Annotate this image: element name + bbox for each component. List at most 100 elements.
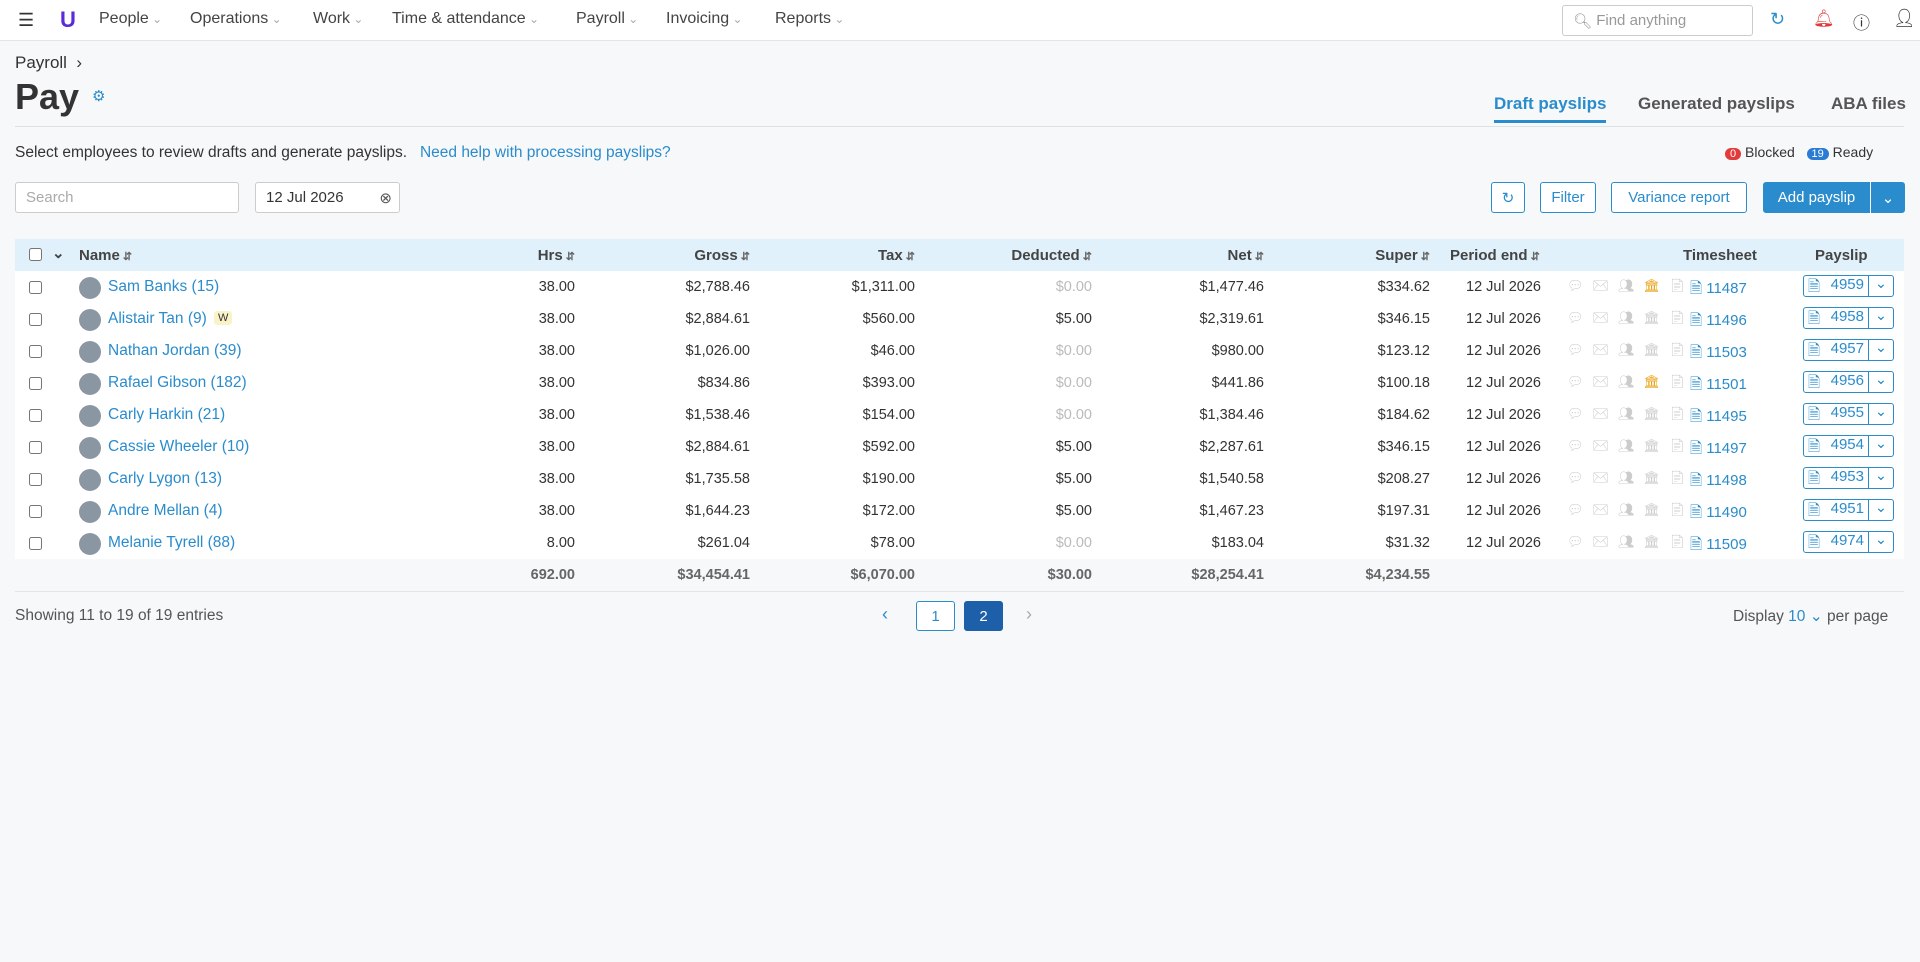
cell-hrs: 8.00 <box>546 535 575 551</box>
row-checkbox[interactable] <box>29 473 42 486</box>
variance-button[interactable]: Variance report <box>1611 182 1747 213</box>
row-checkbox[interactable] <box>29 281 42 294</box>
tab[interactable]: ABA files <box>1831 94 1906 113</box>
page-button[interactable]: 1 <box>916 601 955 631</box>
display-value[interactable]: 10 <box>1788 608 1806 625</box>
global-search[interactable]: 🔍︎ Find anything <box>1562 5 1753 36</box>
payslip-button[interactable]: 🗎︎ 4955 <box>1803 403 1869 425</box>
avatar <box>79 437 101 459</box>
nav-item[interactable]: Time & attendance ⌄ <box>392 10 540 27</box>
bell-icon[interactable]: 🔔︎ <box>1813 9 1835 28</box>
cell-period-end: 12 Jul 2026 <box>1466 375 1541 391</box>
row-checkbox[interactable] <box>29 345 42 358</box>
column-header[interactable]: Super ⇵ <box>1375 247 1430 264</box>
payslip-dropdown[interactable]: ⌄ <box>1868 467 1894 489</box>
sync-icon[interactable]: ↻ <box>1770 9 1786 29</box>
status-icons: 💬︎✉︎👥︎🏛︎📄︎ <box>1567 438 1695 453</box>
column-header[interactable]: Net ⇵ <box>1227 247 1264 264</box>
column-header[interactable]: Hrs ⇵ <box>537 247 575 264</box>
search-input[interactable]: Search <box>15 182 239 213</box>
row-checkbox[interactable] <box>29 377 42 390</box>
page-button[interactable]: 2 <box>964 601 1003 631</box>
timesheet-link[interactable]: 🗎︎ 11509 <box>1690 536 1747 553</box>
employee-name[interactable]: Sam Banks (15) <box>108 278 220 295</box>
nav-item[interactable]: Reports ⌄ <box>775 10 845 27</box>
settings-icon[interactable]: ⚙ <box>92 88 106 105</box>
table-row: Carly Harkin (21) 38.00 $1,538.46 $154.00 $0… <box>15 399 1904 432</box>
nav-item[interactable]: Operations ⌄ <box>190 10 282 27</box>
user-icon[interactable]: 👤︎ <box>1893 8 1916 28</box>
breadcrumb[interactable]: Payroll › <box>15 53 83 72</box>
timesheet-link[interactable]: 🗎︎ 11501 <box>1690 376 1747 393</box>
payslip-button[interactable]: 🗎︎ 4954 <box>1803 435 1869 457</box>
row-checkbox[interactable] <box>29 537 42 550</box>
timesheet-link[interactable]: 🗎︎ 11503 <box>1690 344 1747 361</box>
column-header[interactable]: Timesheet <box>1683 247 1757 264</box>
timesheet-link[interactable]: 🗎︎ 11487 <box>1690 280 1747 297</box>
payslip-button[interactable]: 🗎︎ 4974 <box>1803 531 1869 553</box>
timesheet-link[interactable]: 🗎︎ 11498 <box>1690 472 1747 489</box>
payslip-dropdown[interactable]: ⌄ <box>1868 307 1894 329</box>
employee-name[interactable]: Carly Harkin (21) <box>108 406 226 423</box>
employee-name[interactable]: Rafael Gibson (182) <box>108 374 247 391</box>
cell-tax: $560.00 <box>862 311 915 327</box>
payslip-dropdown[interactable]: ⌄ <box>1868 403 1894 425</box>
filter-button[interactable]: Filter <box>1540 182 1596 213</box>
payslip-button[interactable]: 🗎︎ 4959 <box>1803 275 1869 297</box>
row-checkbox[interactable] <box>29 313 42 326</box>
next-page[interactable]: › <box>1026 604 1032 624</box>
employee-name[interactable]: Melanie Tyrell (88) <box>108 534 236 551</box>
nav-item[interactable]: Invoicing ⌄ <box>666 10 743 27</box>
column-header[interactable]: Deducted ⇵ <box>1011 247 1092 264</box>
employee-name[interactable]: Carly Lygon (13) <box>108 470 223 487</box>
date-input[interactable]: 12 Jul 2026 ⊗ <box>255 182 400 213</box>
employee-name[interactable]: Andre Mellan (4) <box>108 502 223 519</box>
timesheet-link[interactable]: 🗎︎ 11496 <box>1690 312 1747 329</box>
nav-item[interactable]: Payroll ⌄ <box>576 10 639 27</box>
tab[interactable]: Draft payslips <box>1494 94 1607 123</box>
cell-hrs: 38.00 <box>538 375 575 391</box>
column-header[interactable]: Tax ⇵ <box>877 247 915 264</box>
select-all[interactable] <box>29 248 42 261</box>
payslip-button[interactable]: 🗎︎ 4951 <box>1803 499 1869 521</box>
employee-name[interactable]: Alistair Tan (9) <box>108 310 207 327</box>
payslip-button[interactable]: 🗎︎ 4953 <box>1803 467 1869 489</box>
row-checkbox[interactable] <box>29 409 42 422</box>
add-payslip-button[interactable]: Add payslip <box>1763 182 1870 213</box>
payslip-dropdown[interactable]: ⌄ <box>1868 371 1894 393</box>
help-link[interactable]: Need help with processing payslips? <box>419 144 671 161</box>
timesheet-link[interactable]: 🗎︎ 11497 <box>1690 440 1747 457</box>
table-row: Sam Banks (15) 38.00 $2,788.46 $1,311.00 $0.… <box>15 271 1904 304</box>
column-header[interactable]: Payslip <box>1815 247 1868 264</box>
row-checkbox[interactable] <box>29 505 42 518</box>
add-dropdown[interactable]: ⌄ <box>1871 182 1905 213</box>
column-header[interactable]: Name ⇵ <box>79 247 133 264</box>
payslip-dropdown[interactable]: ⌄ <box>1868 275 1894 297</box>
payslip-dropdown[interactable]: ⌄ <box>1868 435 1894 457</box>
column-header[interactable]: Gross ⇵ <box>694 247 750 264</box>
menu-icon[interactable]: ☰ <box>18 10 35 30</box>
timesheet-link[interactable]: 🗎︎ 11490 <box>1690 504 1747 521</box>
timesheet-link[interactable]: 🗎︎ 11495 <box>1690 408 1747 425</box>
payslip-button[interactable]: 🗎︎ 4958 <box>1803 307 1869 329</box>
cell-net: $2,319.61 <box>1199 311 1264 327</box>
logo[interactable]: U <box>60 7 76 32</box>
timesheet-number: 11496 <box>1706 312 1747 329</box>
payslip-dropdown[interactable]: ⌄ <box>1868 499 1894 521</box>
column-header[interactable]: Period end ⇵ <box>1450 247 1540 264</box>
totals-row: 692.00 $34,454.41 $6,070.00 $30.00 $28,254.4… <box>15 559 1904 592</box>
payslip-dropdown[interactable]: ⌄ <box>1868 339 1894 361</box>
help-icon[interactable]: ⓘ <box>1853 14 1870 33</box>
employee-name[interactable]: Cassie Wheeler (10) <box>108 438 250 455</box>
prev-page[interactable]: ‹ <box>882 604 888 624</box>
payslip-button[interactable]: 🗎︎ 4956 <box>1803 371 1869 393</box>
payslip-dropdown[interactable]: ⌄ <box>1868 531 1894 553</box>
nav-item[interactable]: People ⌄ <box>99 10 163 27</box>
nav-item[interactable]: Work ⌄ <box>313 10 364 27</box>
payslip-button[interactable]: 🗎︎ 4957 <box>1803 339 1869 361</box>
refresh-button[interactable]: ↻ <box>1491 182 1525 213</box>
row-checkbox[interactable] <box>29 441 42 454</box>
search-placeholder: Find anything <box>1596 12 1687 29</box>
tab[interactable]: Generated payslips <box>1638 94 1795 113</box>
employee-name[interactable]: Nathan Jordan (39) <box>108 342 242 359</box>
